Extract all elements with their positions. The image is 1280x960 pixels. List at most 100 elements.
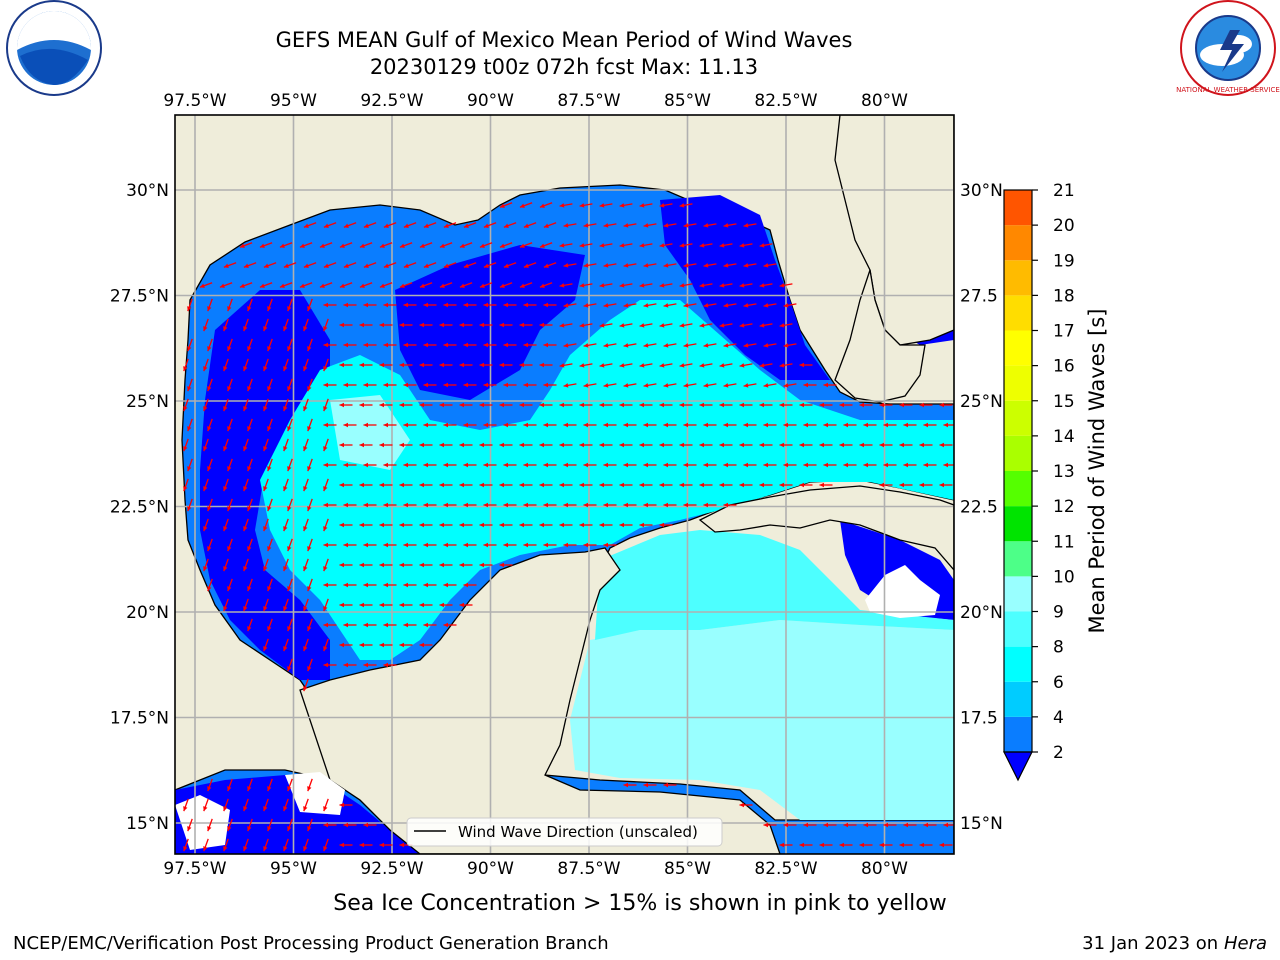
wind-arrow: [559, 402, 573, 408]
wind-arrow: [739, 442, 753, 448]
wind-arrow: [843, 462, 857, 468]
wind-arrow: [779, 363, 793, 368]
run-date-text: 31 Jan 2023 on: [1082, 933, 1224, 954]
wind-arrow: [419, 642, 433, 648]
wind-arrow: [643, 383, 657, 388]
lon-tick-top: 80°W: [861, 91, 908, 111]
wind-arrow: [203, 438, 209, 452]
lat-tick-right: 30°N: [960, 181, 1003, 201]
wind-arrow: [227, 538, 233, 552]
wind-arrow: [443, 422, 457, 428]
lon-tick-top: 95°W: [270, 91, 317, 111]
wind-arrow: [399, 482, 413, 488]
light-cyan-center: [330, 395, 410, 470]
wind-arrow: [539, 202, 553, 208]
wind-arrow: [383, 222, 397, 228]
wind-arrow: [287, 658, 293, 672]
lon-ticks-top: 97.5°W 95°W 92.5°W 90°W 87.5°W 85°W 82.5°W 80°W: [163, 91, 908, 111]
lat-ticks-left: 30°N 27.5°N 25°N 22.5°N 20°N 17.5°N 15°N: [110, 181, 169, 834]
wind-arrow: [219, 282, 233, 288]
wind-arrow: [543, 502, 557, 508]
wind-arrow: [403, 302, 417, 308]
wind-arrow: [439, 602, 453, 608]
wind-arrow: [799, 442, 813, 448]
wind-arrow: [459, 322, 473, 328]
colorbar-extend-arrow: [1003, 751, 1033, 782]
wind-arrow: [823, 422, 837, 428]
wind-arrow: [559, 243, 573, 248]
wind-arrow: [307, 618, 313, 632]
colorbar-bin: [1004, 611, 1032, 647]
wind-arrow: [499, 202, 513, 208]
wind-arrow: [863, 822, 877, 828]
colorbar-tick-label: 8: [1053, 638, 1064, 658]
wind-arrow: [463, 302, 477, 308]
wind-arrow: [443, 622, 457, 628]
colorbar-bin: [1004, 330, 1032, 366]
wind-arrow: [603, 263, 617, 268]
wind-arrow: [763, 462, 777, 468]
wind-arrow: [503, 462, 517, 468]
wind-arrow: [287, 818, 293, 832]
wind-arrow: [583, 422, 597, 428]
wind-arrow: [459, 282, 473, 288]
lat-tick-left: 27.5°N: [110, 287, 169, 307]
wind-arrow: [227, 498, 233, 512]
wind-arrow: [943, 462, 954, 468]
wind-arrow: [307, 578, 313, 592]
wind-arrow: [243, 318, 249, 332]
wind-arrow: [243, 438, 249, 452]
deep-blue-west: [200, 290, 330, 680]
wind-arrow: [743, 263, 757, 268]
wind-arrow: [359, 282, 373, 288]
wind-arrow: [323, 262, 337, 268]
wind-arrow: [243, 398, 249, 412]
wind-arrow: [583, 343, 597, 348]
wind-arrow: [383, 462, 397, 468]
wind-arrow: [307, 538, 313, 552]
map-subtitle: 20230129 t00z 072h fcst Max: 11.13: [369, 55, 759, 79]
wind-arrow: [419, 322, 433, 328]
wind-arrow: [783, 822, 797, 828]
wind-arrow: [803, 462, 817, 468]
wind-arrow: [259, 242, 273, 248]
wind-arrow: [183, 358, 189, 372]
wind-arrow: [723, 462, 737, 468]
wind-arrow: [323, 582, 337, 588]
colorbar-bin: [1004, 541, 1032, 577]
wind-arrow: [723, 223, 737, 228]
wind-arrow: [519, 482, 533, 488]
wind-arrow: [639, 283, 653, 288]
wind-arrow: [659, 243, 673, 248]
wind-arrow: [719, 442, 733, 448]
wind-arrow: [303, 478, 309, 492]
wind-arrow: [499, 442, 513, 448]
wind-arrow: [699, 442, 713, 448]
wind-arrow: [419, 362, 433, 368]
wind-arrow: [663, 462, 677, 468]
wind-arrow: [579, 243, 593, 248]
lat-tick-left: 20°N: [126, 603, 169, 623]
wind-arrow: [243, 518, 249, 532]
wind-arrow: [247, 418, 253, 432]
wind-arrow: [383, 502, 397, 508]
wind-arrow: [303, 798, 309, 812]
wind-arrow: [359, 242, 373, 248]
wind-arrow: [523, 422, 537, 428]
wind-arrow: [323, 542, 337, 548]
wind-arrow: [287, 498, 293, 512]
wind-arrow: [763, 822, 777, 828]
wind-arrow: [683, 343, 697, 348]
wind-arrow: [859, 442, 873, 448]
wind-arrow: [463, 462, 477, 468]
wind-arrow: [419, 402, 433, 408]
lat-tick-left: 25°N: [126, 392, 169, 412]
colorbar-tick-label: 19: [1053, 251, 1075, 271]
wind-arrow: [279, 282, 293, 288]
noaa-logo-text: NOAA: [28, 19, 80, 38]
wind-arrow: [363, 502, 377, 508]
wind-arrow: [287, 338, 293, 352]
wind-arrow: [203, 838, 209, 852]
colorbar-tick-label: 16: [1053, 357, 1075, 377]
wind-arrow: [479, 442, 493, 448]
